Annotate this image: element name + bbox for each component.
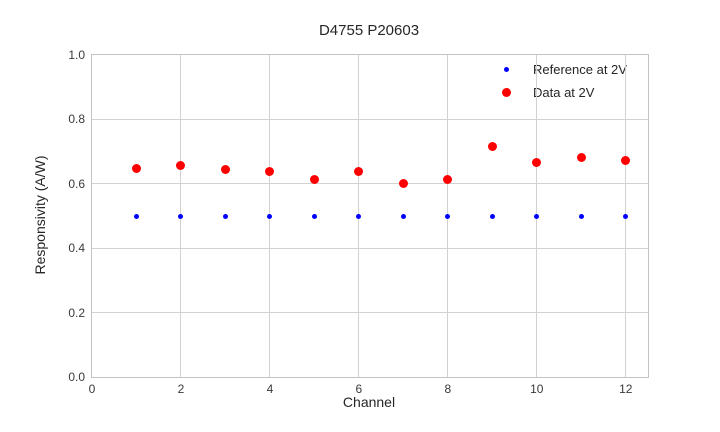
x-tick-label: 2 — [177, 382, 185, 396]
y-gridline — [92, 118, 648, 120]
data-point — [222, 213, 228, 219]
y-gridline — [92, 183, 648, 185]
data-point — [267, 213, 273, 219]
data-point — [265, 167, 275, 177]
y-tick-label: 0.6 — [68, 176, 85, 191]
y-tick-label: 0.4 — [68, 241, 85, 256]
y-tick-label: 0.2 — [68, 305, 85, 320]
legend-item: Data at 2V — [500, 81, 627, 104]
data-point — [443, 175, 453, 185]
data-point — [623, 213, 629, 219]
data-point — [178, 213, 184, 219]
data-point — [176, 161, 186, 171]
legend-marker-icon — [501, 88, 511, 97]
legend: Reference at 2V Data at 2V — [500, 58, 627, 104]
data-point — [398, 178, 408, 188]
x-tick-label: 6 — [355, 382, 363, 396]
x-tick-label: 12 — [619, 382, 633, 396]
data-point — [354, 167, 364, 177]
plot-area: Reference at 2V Data at 2V 0 2 4 6 8 10 12 0.0 0.… — [68, 48, 649, 396]
data-point — [576, 152, 586, 162]
data-point — [133, 213, 139, 219]
data-point — [621, 155, 631, 165]
data-point — [487, 141, 497, 151]
y-gridline — [92, 312, 648, 314]
x-tick-label: 4 — [266, 382, 274, 396]
x-tick-label: 0 — [88, 382, 96, 396]
legend-marker-icon — [503, 67, 509, 72]
y-gridline — [92, 247, 648, 249]
legend-marker-cell — [500, 67, 512, 72]
data-point — [532, 158, 542, 168]
x-tick-label: 8 — [444, 382, 452, 396]
y-tick-label: 1.0 — [68, 48, 85, 62]
data-point — [131, 163, 141, 173]
data-point — [309, 174, 319, 184]
data-point — [489, 213, 495, 219]
legend-label: Data at 2V — [533, 85, 595, 100]
y-axis-label: Responsivity (A/W) — [32, 155, 48, 275]
data-point — [534, 213, 540, 219]
data-point — [311, 213, 317, 219]
data-point — [578, 213, 584, 219]
legend-marker-cell — [500, 88, 512, 97]
y-tick-label: 0.0 — [68, 370, 85, 384]
chart-title: D4755 P20603 — [318, 22, 420, 39]
data-point — [356, 213, 362, 219]
data-point — [445, 213, 451, 219]
legend-label: Reference at 2V — [533, 62, 627, 77]
y-tick-label: 0.8 — [68, 112, 85, 127]
x-tick-label: 10 — [530, 382, 544, 396]
x-axis-label: Channel — [342, 394, 396, 410]
data-point — [220, 164, 230, 174]
legend-item: Reference at 2V — [500, 58, 627, 81]
data-point — [400, 213, 406, 219]
